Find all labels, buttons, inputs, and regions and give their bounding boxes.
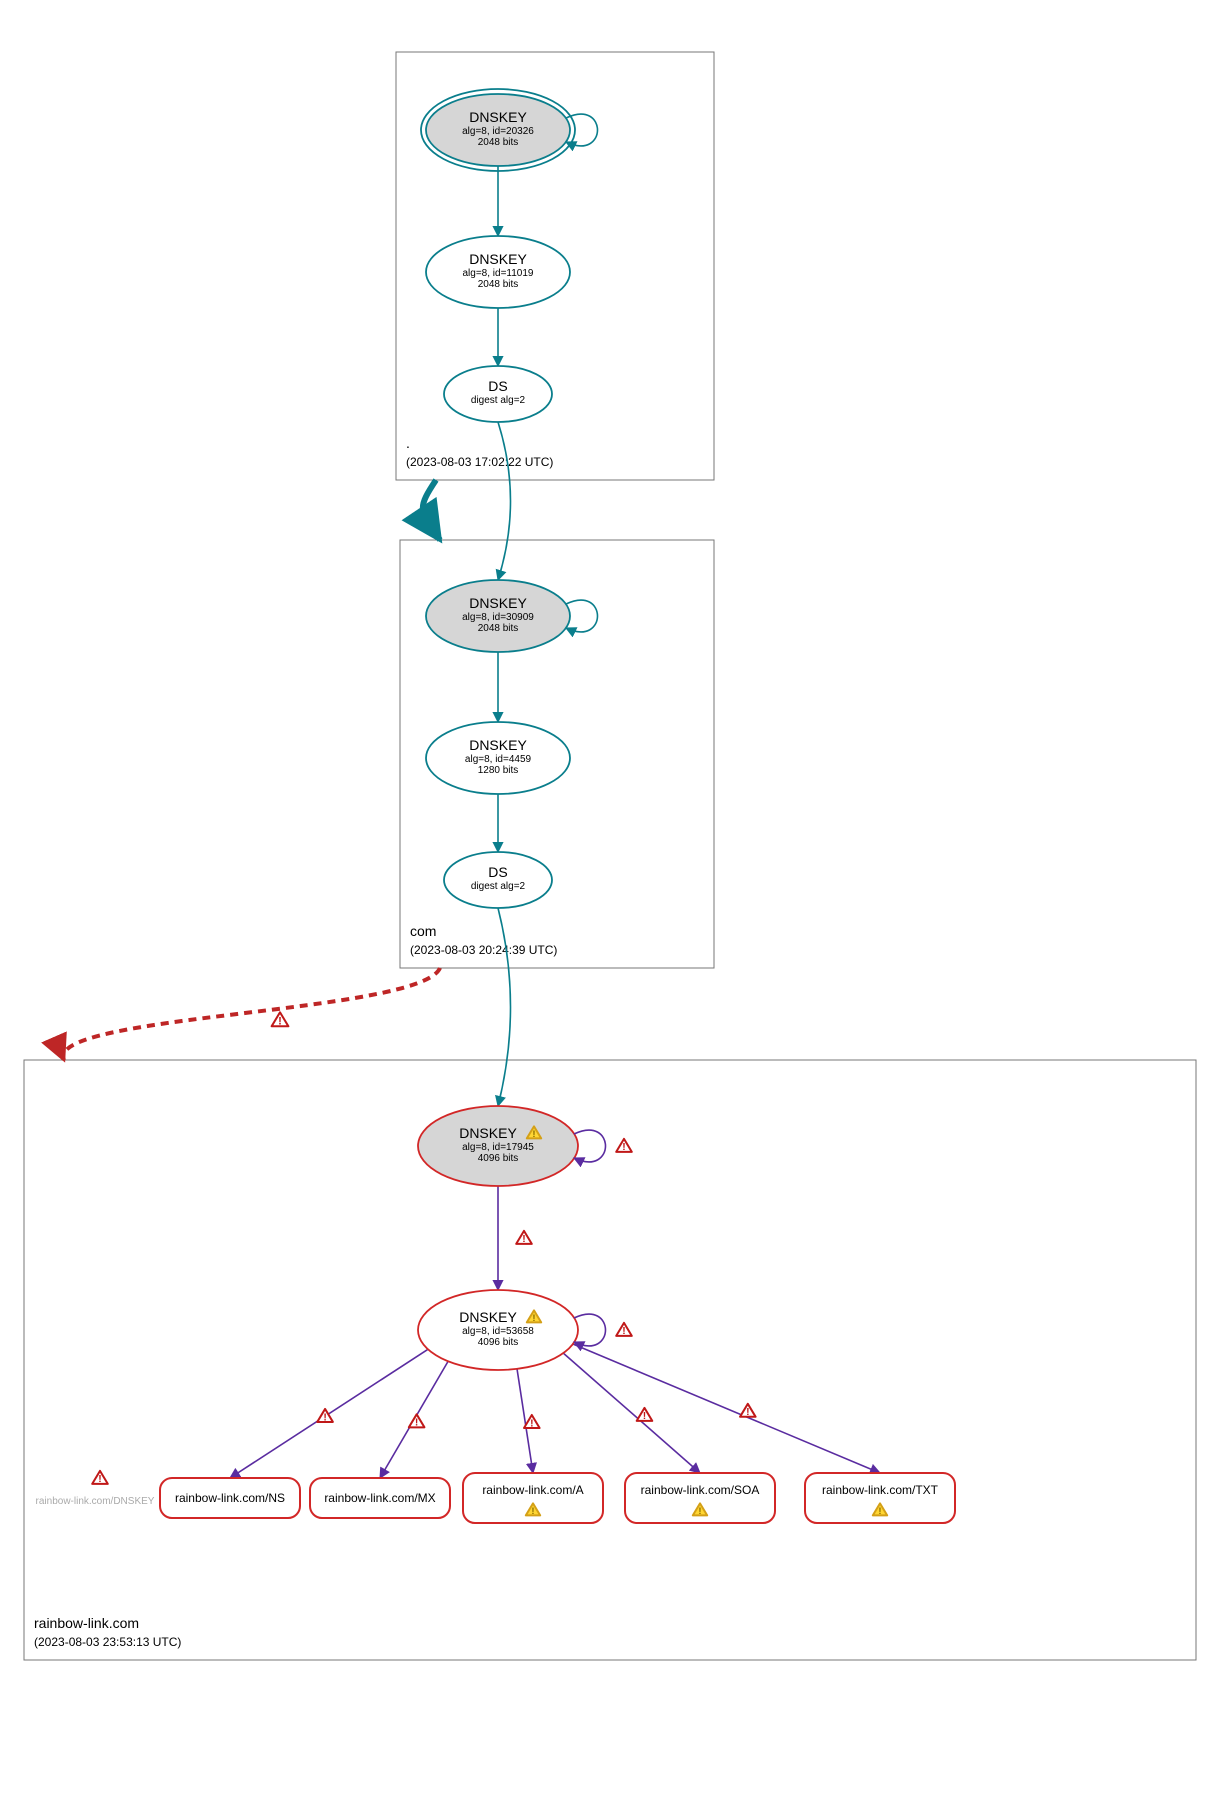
warning-icon: ! xyxy=(616,1139,632,1153)
zone-delegation-arrow xyxy=(63,968,440,1060)
node-title: DNSKEY xyxy=(469,109,527,125)
svg-text:!: ! xyxy=(522,1234,525,1245)
warning-icon: ! xyxy=(92,1471,108,1485)
node-dom_zsk[interactable]: DNSKEYalg=8, id=536584096 bits xyxy=(418,1290,606,1370)
svg-text:!: ! xyxy=(643,1411,646,1422)
node-sub: digest alg=2 xyxy=(471,881,526,892)
node-sub: 2048 bits xyxy=(478,137,519,148)
zone-timestamp: (2023-08-03 17:02:22 UTC) xyxy=(406,455,553,469)
rrset-label: rainbow-link.com/MX xyxy=(324,1491,435,1505)
svg-text:!: ! xyxy=(532,1313,535,1324)
zone-label: . xyxy=(406,435,410,451)
node-com_ksk[interactable]: DNSKEYalg=8, id=309092048 bits xyxy=(426,580,598,652)
svg-text:!: ! xyxy=(278,1015,282,1027)
warning-icon: ! xyxy=(524,1415,540,1429)
node-sub: alg=8, id=53658 xyxy=(462,1326,534,1337)
svg-text:!: ! xyxy=(878,1506,881,1517)
svg-text:!: ! xyxy=(530,1418,533,1429)
node-title: DNSKEY xyxy=(469,737,527,753)
rrset-label: rainbow-link.com/NS xyxy=(175,1491,285,1505)
rrset-label: rainbow-link.com/TXT xyxy=(822,1483,939,1497)
node-sub: alg=8, id=4459 xyxy=(465,754,532,765)
node-title: DNSKEY xyxy=(459,1309,517,1325)
svg-text:!: ! xyxy=(98,1474,101,1485)
svg-text:!: ! xyxy=(698,1506,701,1517)
edge xyxy=(498,422,511,580)
svg-text:!: ! xyxy=(622,1142,625,1153)
zone-label: rainbow-link.com xyxy=(34,1615,139,1631)
node-sub: 2048 bits xyxy=(478,279,519,290)
node-sub: alg=8, id=17945 xyxy=(462,1142,534,1153)
warning-icon: ! xyxy=(272,1012,289,1027)
rrset-mx[interactable]: rainbow-link.com/MX xyxy=(310,1478,450,1518)
node-root_ksk[interactable]: DNSKEYalg=8, id=203262048 bits xyxy=(421,89,598,171)
warning-icon: ! xyxy=(516,1231,532,1245)
node-root_zsk[interactable]: DNSKEYalg=8, id=110192048 bits xyxy=(426,236,570,308)
rrset-ns[interactable]: rainbow-link.com/NS xyxy=(160,1478,300,1518)
warning-icon: ! xyxy=(409,1414,425,1428)
warning-icon: ! xyxy=(616,1323,632,1337)
warning-icon: ! xyxy=(740,1404,756,1418)
svg-text:!: ! xyxy=(323,1412,326,1423)
zone-timestamp: (2023-08-03 20:24:39 UTC) xyxy=(410,943,557,957)
node-sub: 4096 bits xyxy=(478,1153,519,1164)
node-sub: alg=8, id=30909 xyxy=(462,612,534,623)
zone-label: com xyxy=(410,923,436,939)
node-title: DNSKEY xyxy=(459,1125,517,1141)
edge xyxy=(498,908,511,1106)
node-sub: 4096 bits xyxy=(478,1337,519,1348)
node-title: DNSKEY xyxy=(469,595,527,611)
node-com_zsk[interactable]: DNSKEYalg=8, id=44591280 bits xyxy=(426,722,570,794)
edge xyxy=(573,1344,880,1473)
node-sub: 1280 bits xyxy=(478,765,519,776)
node-title: DS xyxy=(488,378,507,394)
node-sub: 2048 bits xyxy=(478,623,519,634)
rrset-label: rainbow-link.com/A xyxy=(482,1483,583,1497)
svg-text:!: ! xyxy=(532,1129,535,1140)
svg-text:!: ! xyxy=(622,1326,625,1337)
node-root_ds[interactable]: DSdigest alg=2 xyxy=(444,366,552,422)
node-com_ds[interactable]: DSdigest alg=2 xyxy=(444,852,552,908)
node-title: DNSKEY xyxy=(469,251,527,267)
edge xyxy=(563,1353,700,1473)
svg-text:!: ! xyxy=(415,1418,418,1429)
node-dom_ksk[interactable]: DNSKEYalg=8, id=179454096 bits xyxy=(418,1106,606,1186)
node-sub: digest alg=2 xyxy=(471,395,526,406)
svg-text:!: ! xyxy=(531,1506,534,1517)
warning-icon: ! xyxy=(317,1409,333,1423)
zone-delegation-arrow xyxy=(423,480,440,540)
ghost-dnskey-label: rainbow-link.com/DNSKEY xyxy=(36,1496,155,1507)
warning-icon: ! xyxy=(637,1408,653,1422)
node-sub: alg=8, id=11019 xyxy=(463,268,534,279)
svg-text:!: ! xyxy=(746,1407,749,1418)
rrset-label: rainbow-link.com/SOA xyxy=(641,1483,760,1497)
zone-timestamp: (2023-08-03 23:53:13 UTC) xyxy=(34,1635,181,1649)
node-sub: alg=8, id=20326 xyxy=(462,126,534,137)
node-title: DS xyxy=(488,864,507,880)
